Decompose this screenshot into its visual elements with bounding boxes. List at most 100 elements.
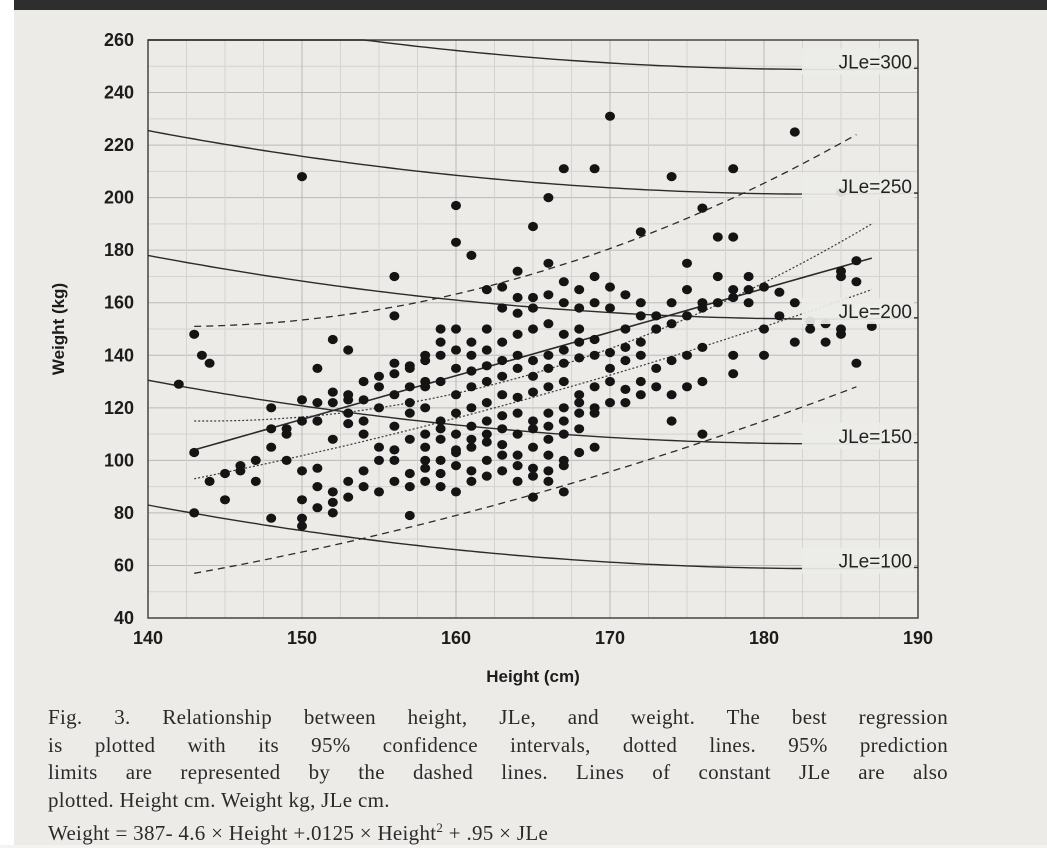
data-point: [466, 442, 477, 452]
data-point: [358, 376, 369, 387]
data-point: [466, 466, 477, 476]
data-point: [435, 424, 446, 434]
data-point: [435, 376, 446, 387]
data-point: [343, 390, 354, 400]
data-point: [589, 350, 600, 360]
x-tick-label: 170: [595, 628, 625, 648]
data-point: [374, 455, 384, 465]
data-point: [250, 455, 261, 465]
data-point: [420, 463, 431, 473]
data-point: [543, 450, 554, 460]
data-point: [312, 503, 323, 513]
caption-line-3: limits are represented by the dashed lin…: [48, 760, 948, 784]
data-point: [389, 390, 400, 400]
data-point: [789, 298, 800, 308]
data-point: [389, 421, 400, 431]
confidence-lower-line: [194, 289, 873, 480]
data-point: [712, 298, 723, 308]
data-point: [466, 382, 477, 392]
data-point: [620, 342, 631, 352]
data-point: [327, 334, 338, 345]
data-point: [728, 369, 739, 379]
data-point: [481, 429, 492, 439]
data-point: [574, 408, 585, 418]
data-point: [358, 416, 369, 426]
data-point: [651, 324, 662, 334]
data-point: [420, 355, 431, 366]
y-tick-label: 120: [104, 398, 134, 418]
data-point: [466, 337, 477, 347]
data-point: [297, 395, 307, 405]
data-point: [466, 250, 477, 260]
data-point: [312, 416, 323, 426]
data-point: [635, 298, 646, 308]
data-point: [466, 350, 477, 360]
data-point: [497, 440, 508, 450]
jle-label: JLe=100: [839, 552, 912, 573]
data-point: [435, 434, 446, 444]
data-point: [620, 398, 631, 408]
data-point: [297, 466, 307, 476]
data-point: [196, 350, 207, 360]
data-point: [512, 308, 523, 318]
x-tick-label: 180: [749, 628, 779, 648]
data-point: [327, 487, 338, 497]
data-point: [374, 487, 384, 497]
data-point: [774, 311, 785, 321]
data-point: [435, 337, 446, 347]
data-point: [266, 424, 277, 434]
data-point: [481, 361, 492, 371]
data-point: [281, 455, 292, 465]
data-point: [558, 461, 569, 471]
data-point: [651, 311, 662, 321]
data-point: [451, 461, 461, 471]
data-point: [528, 471, 538, 481]
data-point: [451, 429, 461, 439]
data-point: [451, 363, 461, 373]
data-point: [281, 424, 292, 434]
formula-suffix: + .95 × JLe: [443, 821, 549, 845]
jle-curve: [148, 39, 919, 71]
data-point: [605, 282, 615, 292]
data-point: [589, 382, 600, 392]
data-point: [420, 382, 431, 392]
formula-exponent: 2: [436, 820, 444, 835]
caption-formula: Weight = 387- 4.6 × Height +.0125 × Heig…: [48, 814, 948, 848]
data-point: [789, 337, 800, 347]
data-point: [543, 434, 554, 444]
data-point: [836, 324, 846, 334]
data-point: [481, 471, 492, 481]
data-point: [589, 334, 600, 345]
data-point: [389, 445, 400, 455]
data-point: [312, 482, 323, 492]
jle-label-bg: [802, 298, 914, 325]
y-tick-label: 220: [104, 135, 134, 155]
data-point: [605, 363, 615, 373]
data-point: [512, 329, 523, 339]
data-point: [635, 311, 646, 321]
data-point: [759, 350, 769, 360]
top-border: [0, 0, 1047, 10]
data-point: [173, 379, 184, 389]
data-point: [574, 398, 585, 408]
data-point: [512, 266, 523, 276]
prediction-upper-line: [194, 134, 857, 328]
data-point: [343, 408, 354, 418]
data-point: [543, 382, 554, 392]
data-point: [697, 376, 708, 387]
data-point: [666, 319, 677, 329]
data-point: [404, 510, 415, 521]
data-point: [358, 466, 369, 476]
data-point: [743, 298, 754, 308]
data-point: [451, 345, 461, 355]
data-point: [250, 476, 261, 486]
data-point: [574, 390, 585, 400]
data-points: [173, 111, 877, 531]
data-point: [574, 303, 585, 313]
data-point: [774, 287, 785, 297]
data-point: [451, 390, 461, 400]
data-point: [297, 495, 307, 505]
jle-curve: [147, 129, 919, 195]
x-tick-label: 190: [903, 628, 933, 648]
data-point: [420, 429, 431, 439]
